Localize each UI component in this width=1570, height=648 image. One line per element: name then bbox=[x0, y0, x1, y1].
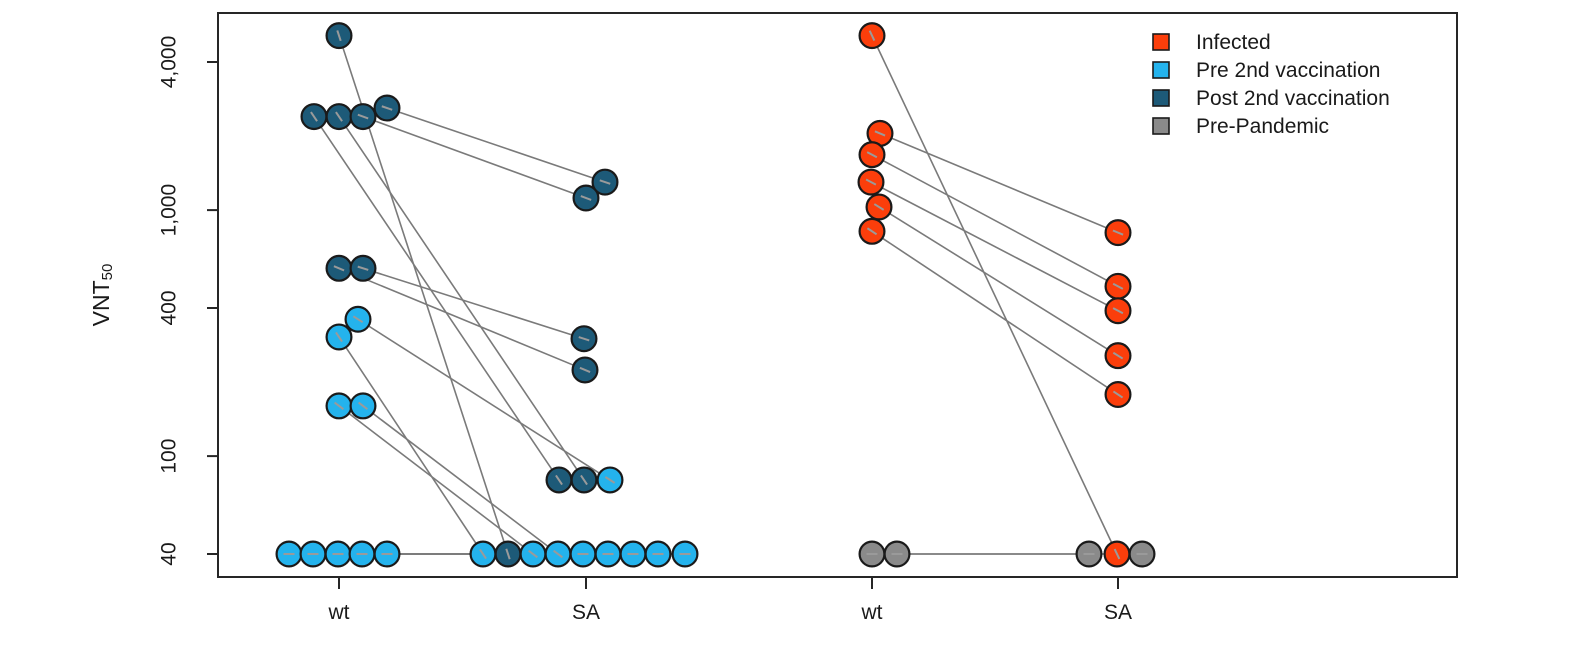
point-line-dash bbox=[333, 265, 345, 272]
pair-line bbox=[338, 116, 585, 481]
y-tick-label: 1,000 bbox=[158, 184, 181, 237]
legend-swatch-post2 bbox=[1152, 89, 1170, 107]
pair-line bbox=[386, 107, 606, 183]
pair-line bbox=[879, 132, 1119, 234]
point-line-dash bbox=[336, 30, 342, 42]
pair-line bbox=[338, 267, 586, 371]
y-tick-label: 4,000 bbox=[158, 36, 181, 89]
point-line-dash bbox=[1112, 282, 1124, 290]
point-line-dash bbox=[357, 265, 369, 271]
point-line-dash bbox=[580, 474, 588, 486]
point-line-dash bbox=[580, 195, 592, 201]
point-line-dash bbox=[579, 366, 591, 373]
legend-label-infected: Infected bbox=[1196, 31, 1271, 54]
point-line-dash bbox=[358, 401, 368, 411]
pair-line bbox=[357, 318, 611, 481]
pair-line bbox=[871, 153, 1119, 288]
point-line-dash bbox=[555, 474, 563, 486]
x-tick-label: wt bbox=[861, 601, 883, 624]
point-line-dash bbox=[479, 548, 487, 560]
point-line-dash bbox=[866, 227, 878, 236]
point-line-dash bbox=[578, 336, 590, 342]
point-line-dash bbox=[1112, 229, 1124, 236]
point-line-dash bbox=[1112, 390, 1124, 399]
pair-line bbox=[871, 35, 1118, 555]
y-tick-label: 400 bbox=[158, 290, 181, 325]
point-line-dash bbox=[1112, 351, 1124, 360]
pair-line bbox=[878, 206, 1119, 357]
y-axis-title: VNT50 bbox=[88, 264, 116, 327]
point-line-dash bbox=[381, 105, 393, 111]
legend-label-pre2: Pre 2nd vaccination bbox=[1196, 59, 1380, 82]
legend-label-prepand: Pre-Pandemic bbox=[1196, 115, 1329, 138]
pair-line bbox=[362, 115, 587, 199]
legend-swatch-prepand bbox=[1152, 117, 1170, 135]
x-tick-label: wt bbox=[328, 601, 350, 624]
pair-line bbox=[870, 181, 1119, 312]
x-tick-label: SA bbox=[572, 601, 600, 624]
y-tick-label: 100 bbox=[158, 439, 181, 474]
point-line-dash bbox=[334, 401, 344, 411]
point-line-dash bbox=[357, 113, 369, 120]
point-line-dash bbox=[1112, 307, 1124, 315]
point-line-dash bbox=[865, 178, 877, 186]
pair-line bbox=[338, 336, 484, 555]
point-line-dash bbox=[604, 476, 616, 484]
point-line-dash bbox=[599, 179, 611, 185]
point-line-dash bbox=[868, 30, 876, 42]
y-tick-label: 40 bbox=[158, 542, 181, 565]
point-line-dash bbox=[352, 315, 364, 324]
pair-line bbox=[338, 405, 534, 555]
point-line-dash bbox=[873, 203, 885, 211]
legend-swatch-pre2 bbox=[1152, 61, 1170, 79]
point-line-dash bbox=[528, 549, 538, 559]
point-line-dash bbox=[866, 151, 878, 159]
point-line-dash bbox=[335, 111, 343, 122]
pair-line bbox=[362, 267, 585, 340]
pair-line bbox=[313, 116, 560, 481]
plot-border bbox=[217, 12, 1458, 578]
legend-swatch-infected bbox=[1152, 33, 1170, 51]
pair-line bbox=[871, 230, 1119, 396]
point-line-dash bbox=[310, 111, 318, 122]
legend-label-post2: Post 2nd vaccination bbox=[1196, 87, 1390, 110]
pair-line bbox=[362, 405, 559, 555]
point-line-dash bbox=[505, 548, 511, 560]
point-line-dash bbox=[1113, 548, 1121, 560]
point-line-dash bbox=[335, 331, 343, 343]
point-line-dash bbox=[874, 130, 886, 137]
point-line-dash bbox=[553, 549, 563, 559]
x-tick-label: SA bbox=[1104, 601, 1132, 624]
